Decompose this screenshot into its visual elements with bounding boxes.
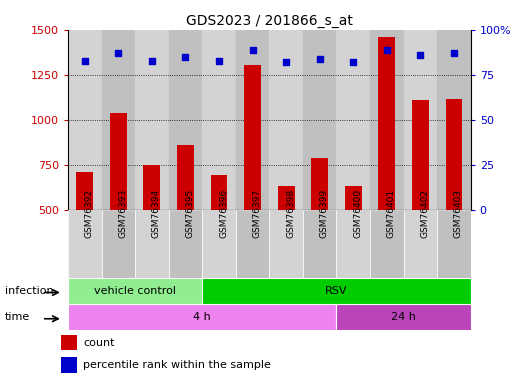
Bar bbox=[278, 186, 294, 300]
Text: time: time bbox=[5, 312, 30, 322]
Bar bbox=[437, 30, 471, 210]
Bar bbox=[437, 210, 471, 278]
Bar bbox=[303, 210, 336, 278]
Text: GSM76399: GSM76399 bbox=[320, 189, 328, 238]
Bar bbox=[68, 278, 202, 304]
Text: GSM76394: GSM76394 bbox=[152, 189, 161, 238]
Text: GSM76393: GSM76393 bbox=[118, 189, 127, 238]
Point bbox=[215, 58, 223, 64]
Bar bbox=[311, 158, 328, 300]
Bar bbox=[404, 30, 437, 210]
Bar bbox=[370, 30, 404, 210]
Bar bbox=[61, 334, 77, 350]
Point bbox=[416, 52, 425, 58]
Bar bbox=[168, 30, 202, 210]
Point bbox=[282, 59, 290, 65]
Point bbox=[450, 50, 458, 56]
Point bbox=[81, 58, 89, 64]
Bar bbox=[177, 145, 194, 300]
Bar bbox=[202, 30, 236, 210]
Bar bbox=[211, 175, 228, 300]
Bar bbox=[446, 99, 462, 300]
Bar bbox=[404, 210, 437, 278]
Text: GSM76401: GSM76401 bbox=[387, 189, 396, 238]
Bar bbox=[336, 304, 471, 330]
Bar bbox=[202, 278, 471, 304]
Bar bbox=[76, 172, 93, 300]
Text: GSM76397: GSM76397 bbox=[253, 189, 262, 238]
Text: 24 h: 24 h bbox=[391, 312, 416, 322]
Bar bbox=[68, 210, 101, 278]
Title: GDS2023 / 201866_s_at: GDS2023 / 201866_s_at bbox=[186, 13, 353, 28]
Point bbox=[248, 47, 257, 53]
Bar bbox=[202, 210, 236, 278]
Text: infection: infection bbox=[5, 286, 54, 296]
Text: percentile rank within the sample: percentile rank within the sample bbox=[84, 360, 271, 370]
Point bbox=[181, 54, 190, 60]
Text: RSV: RSV bbox=[325, 286, 348, 296]
Bar bbox=[168, 210, 202, 278]
Bar bbox=[269, 30, 303, 210]
Bar bbox=[244, 65, 261, 300]
Bar bbox=[61, 357, 77, 373]
Text: GSM76398: GSM76398 bbox=[286, 189, 295, 238]
Bar bbox=[135, 30, 168, 210]
Text: vehicle control: vehicle control bbox=[94, 286, 176, 296]
Bar bbox=[68, 304, 336, 330]
Text: GSM76403: GSM76403 bbox=[454, 189, 463, 238]
Text: GSM76392: GSM76392 bbox=[85, 189, 94, 238]
Bar bbox=[345, 186, 361, 300]
Text: GSM76395: GSM76395 bbox=[186, 189, 195, 238]
Bar bbox=[236, 30, 269, 210]
Point bbox=[114, 50, 122, 56]
Point bbox=[147, 58, 156, 64]
Bar bbox=[303, 30, 336, 210]
Bar bbox=[269, 210, 303, 278]
Bar bbox=[101, 210, 135, 278]
Bar bbox=[236, 210, 269, 278]
Point bbox=[383, 47, 391, 53]
Bar bbox=[110, 113, 127, 300]
Text: GSM76402: GSM76402 bbox=[420, 189, 429, 238]
Text: GSM76396: GSM76396 bbox=[219, 189, 228, 238]
Bar bbox=[336, 30, 370, 210]
Text: count: count bbox=[84, 338, 115, 348]
Point bbox=[349, 59, 357, 65]
Bar bbox=[68, 30, 101, 210]
Bar bbox=[379, 37, 395, 300]
Bar bbox=[143, 165, 160, 300]
Point bbox=[315, 56, 324, 62]
Bar bbox=[101, 30, 135, 210]
Text: 4 h: 4 h bbox=[194, 312, 211, 322]
Bar bbox=[412, 100, 429, 300]
Bar bbox=[135, 210, 168, 278]
Bar bbox=[370, 210, 404, 278]
Bar bbox=[336, 210, 370, 278]
Text: GSM76400: GSM76400 bbox=[353, 189, 362, 238]
